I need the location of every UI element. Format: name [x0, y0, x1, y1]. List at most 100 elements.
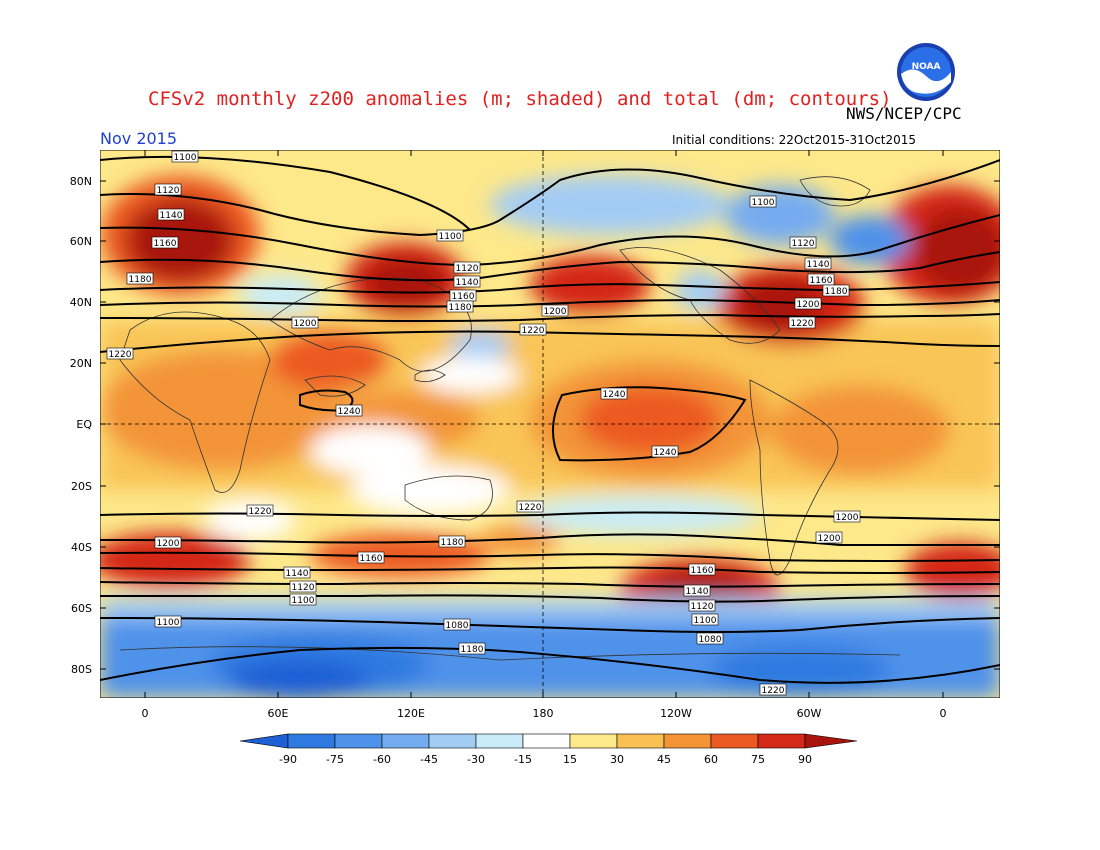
svg-text:1160: 1160	[154, 239, 177, 249]
lon-tick-label: 180	[533, 707, 554, 720]
lon-tick-label: 0	[142, 707, 149, 720]
svg-text:1180: 1180	[129, 275, 152, 285]
month-label: Nov 2015	[100, 129, 178, 148]
colorbar-swatch	[381, 733, 430, 749]
svg-text:1240: 1240	[338, 407, 361, 417]
contour-label: 1100	[171, 150, 199, 163]
contour-label: 1100	[749, 195, 777, 208]
colorbar-label: -15	[514, 753, 532, 766]
colorbar-label: -30	[467, 753, 485, 766]
latitude-ticks: 80N 60N 40N 20N EQ 20S 40S 60S 80S	[70, 175, 1000, 676]
anomaly-field	[100, 150, 1000, 698]
svg-text:1200: 1200	[797, 300, 820, 310]
svg-text:1160: 1160	[452, 292, 475, 302]
contour-label: 1200	[815, 531, 843, 544]
svg-text:1240: 1240	[603, 390, 626, 400]
svg-text:1120: 1120	[792, 239, 815, 249]
lat-tick-label: 80N	[70, 175, 92, 188]
contour-label: 1080	[443, 618, 471, 631]
svg-text:1160: 1160	[360, 554, 383, 564]
colorbar-label: -90	[279, 753, 297, 766]
colorbar-swatch	[428, 733, 477, 749]
colorbar-label: 30	[610, 753, 624, 766]
svg-text:1140: 1140	[160, 211, 183, 221]
contour-label: 1140	[804, 257, 832, 270]
contour-label: 1180	[822, 284, 850, 297]
svg-text:1220: 1220	[791, 319, 814, 329]
contour-label: 1200	[291, 316, 319, 329]
contour-label: 1220	[246, 504, 274, 517]
contour-label: 1220	[519, 323, 547, 336]
lon-tick-label: 120W	[660, 707, 692, 720]
contour-lines	[100, 155, 1000, 684]
svg-text:1180: 1180	[825, 287, 848, 297]
colorbar-swatch	[663, 733, 712, 749]
colorbar-swatch	[804, 733, 858, 749]
contour-label: 1200	[541, 304, 569, 317]
contour-label: 1120	[789, 236, 817, 249]
contour-label: 1120	[453, 261, 481, 274]
colorbar-label: 45	[657, 753, 671, 766]
contour-label: 1200	[154, 536, 182, 549]
contour-label: 1160	[688, 563, 716, 576]
colorbar-swatch	[757, 733, 806, 749]
colorbar-swatch	[334, 733, 383, 749]
svg-text:1140: 1140	[686, 587, 709, 597]
contour-label: 1240	[600, 387, 628, 400]
svg-text:1100: 1100	[157, 618, 180, 628]
chart-title: CFSv2 monthly z200 anomalies (m; shaded)…	[148, 88, 892, 110]
colorbar-label: 90	[798, 753, 812, 766]
svg-text:1220: 1220	[522, 326, 545, 336]
svg-text:1200: 1200	[294, 319, 317, 329]
svg-text:1180: 1180	[461, 645, 484, 655]
svg-text:1140: 1140	[286, 569, 309, 579]
colorbar-swatch	[239, 733, 289, 749]
contour-label: 1100	[691, 613, 719, 626]
contour-label: 1200	[794, 297, 822, 310]
svg-text:1200: 1200	[818, 534, 841, 544]
contour-label: 1200	[833, 510, 861, 523]
longitude-ticks: 0 60E 120E 180 120W 60W 0	[142, 150, 947, 720]
contour-label: 1100	[154, 615, 182, 628]
svg-text:1180: 1180	[449, 303, 472, 313]
contour-label: 1080	[696, 632, 724, 645]
svg-text:1080: 1080	[446, 621, 469, 631]
svg-text:1140: 1140	[807, 260, 830, 270]
initial-conditions-label: Initial conditions: 22Oct2015-31Oct2015	[672, 133, 917, 147]
colorbar-swatch	[522, 733, 571, 749]
lon-tick-label: 60E	[268, 707, 289, 720]
colorbar-label: 75	[751, 753, 765, 766]
svg-text:1220: 1220	[762, 686, 785, 696]
contour-label: 1180	[458, 642, 486, 655]
contour-label: 1120	[688, 599, 716, 612]
svg-text:1140: 1140	[456, 278, 479, 288]
contour-label: 1160	[151, 236, 179, 249]
contour-label: 1140	[453, 275, 481, 288]
colorbar-swatch	[710, 733, 759, 749]
svg-text:1220: 1220	[249, 507, 272, 517]
contour-label: 1100	[289, 593, 317, 606]
contour-label: 1220	[788, 316, 816, 329]
lat-tick-label: 20N	[70, 357, 92, 370]
contour-labels: 1100112011401160118012001200122011001120…	[106, 150, 861, 696]
lat-tick-label: 80S	[71, 663, 92, 676]
svg-text:1160: 1160	[810, 276, 833, 286]
contour-label: 1220	[516, 500, 544, 513]
colorbar-swatch	[616, 733, 665, 749]
noaa-logo-icon: NOAA	[897, 43, 955, 101]
svg-text:1220: 1220	[519, 503, 542, 513]
svg-text:1100: 1100	[694, 616, 717, 626]
colorbar-swatch	[287, 733, 336, 749]
colorbar-label: -45	[420, 753, 438, 766]
colorbar: -90 -75 -60 -45 -30 -15 15 30 45 60 75 90	[239, 733, 858, 766]
contour-label: 1140	[683, 584, 711, 597]
lon-tick-label: 120E	[397, 707, 425, 720]
svg-text:1100: 1100	[174, 153, 197, 163]
colorbar-label: 15	[563, 753, 577, 766]
svg-text:1080: 1080	[699, 635, 722, 645]
svg-text:1120: 1120	[157, 186, 180, 196]
contour-label: 1160	[449, 289, 477, 302]
colorbar-label: -60	[373, 753, 391, 766]
svg-text:1120: 1120	[292, 583, 315, 593]
